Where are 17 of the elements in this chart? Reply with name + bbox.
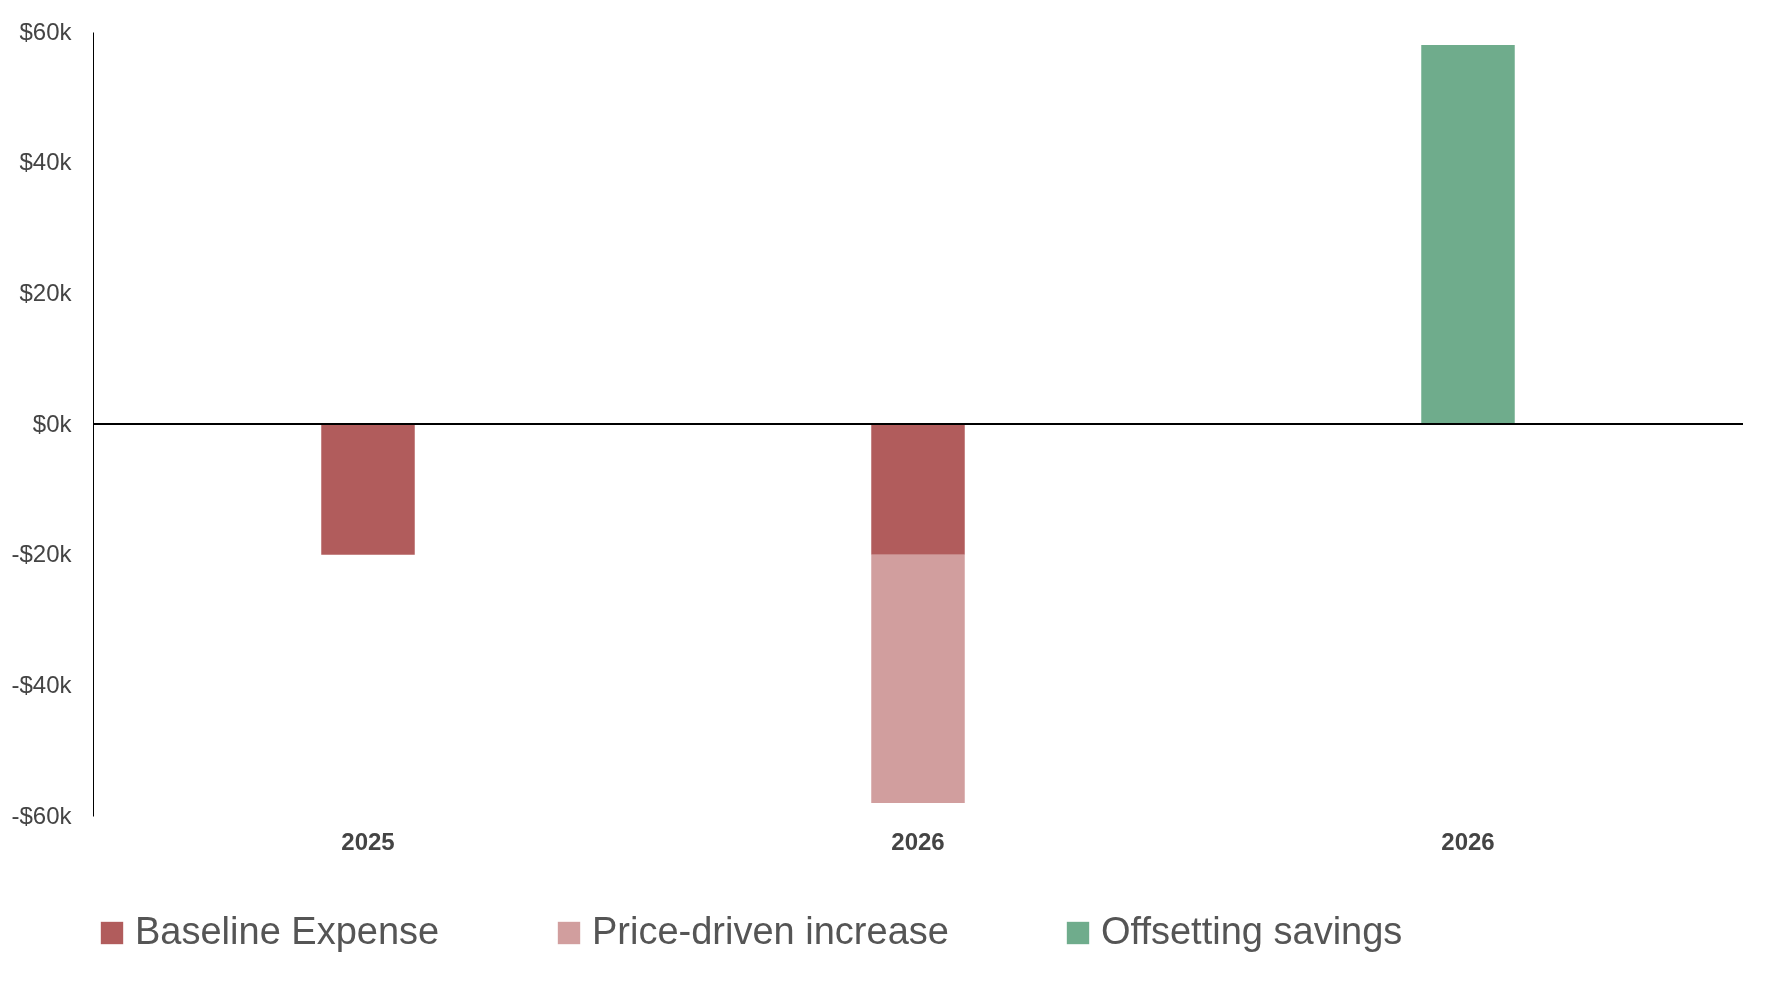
x-tick-label: 2025 xyxy=(341,827,395,855)
y-tick-label: $40k xyxy=(19,148,73,176)
y-tick-label: -$20k xyxy=(11,540,73,568)
bar xyxy=(1421,45,1515,424)
y-tick-label: -$60k xyxy=(11,801,73,829)
legend-label: Offsetting savings xyxy=(1101,910,1403,952)
x-tick-label: 2026 xyxy=(891,827,945,855)
y-tick-label: $20k xyxy=(19,278,73,306)
x-tick-label: 2026 xyxy=(1441,827,1495,855)
bar xyxy=(871,424,965,555)
legend-label: Baseline Expense xyxy=(135,910,440,952)
y-tick-label: -$40k xyxy=(11,670,73,698)
bar xyxy=(871,554,965,803)
legend-label: Price-driven increase xyxy=(592,910,949,952)
y-tick-label: $60k xyxy=(19,17,73,45)
y-tick-label: $0k xyxy=(32,409,73,437)
bar xyxy=(321,424,415,555)
